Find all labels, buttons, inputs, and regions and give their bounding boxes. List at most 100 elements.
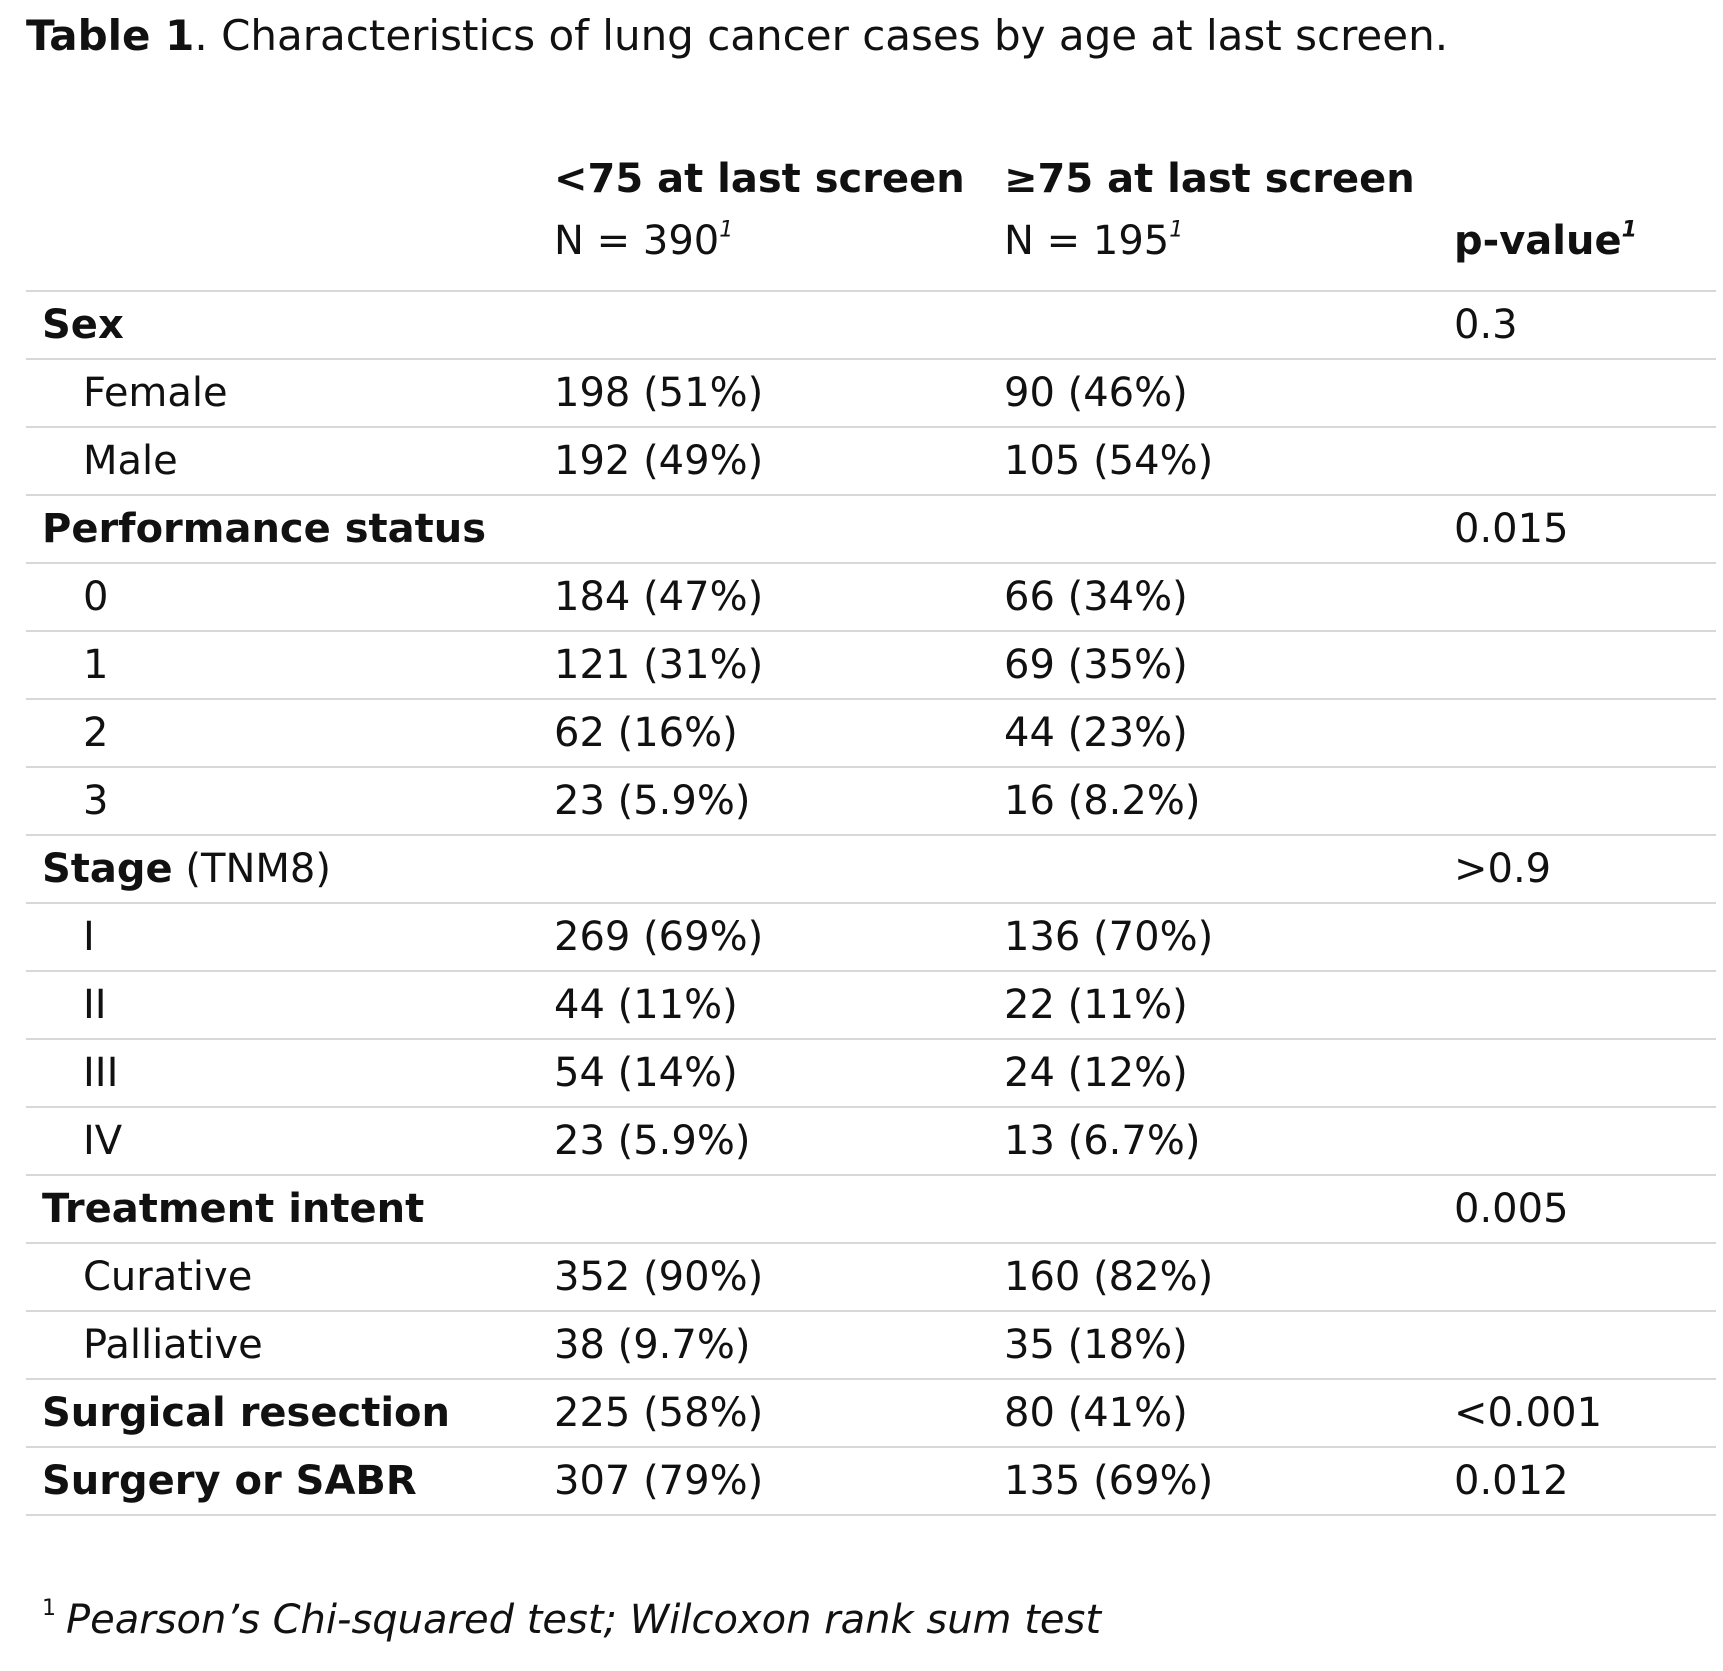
table-section-row: Performance status 0.015 xyxy=(26,496,1716,564)
group2-value: 66 (34%) xyxy=(1004,574,1188,620)
group1-title: <75 at last screen xyxy=(554,156,965,202)
row-label: 0 xyxy=(83,564,108,630)
pvalue-header-text: p-value xyxy=(1454,218,1622,264)
row-label: Stage (TNM8) xyxy=(42,836,331,902)
group1-value: 198 (51%) xyxy=(554,370,764,416)
table-row: I 269 (69%) 136 (70%) xyxy=(26,904,1716,972)
group1-value: 23 (5.9%) xyxy=(554,1118,751,1164)
table-row: Palliative 38 (9.7%) 35 (18%) xyxy=(26,1312,1716,1380)
row-label: 1 xyxy=(83,632,108,698)
pvalue: 0.012 xyxy=(1454,1458,1569,1504)
table-row: Female 198 (51%) 90 (46%) xyxy=(26,360,1716,428)
group1-n-footnote-marker: 1 xyxy=(719,217,734,243)
row-label-text: Performance status xyxy=(42,506,487,552)
table-row: IV 23 (5.9%) 13 (6.7%) xyxy=(26,1108,1716,1176)
table-row: Curative 352 (90%) 160 (82%) xyxy=(26,1244,1716,1312)
row-label-text: Stage xyxy=(42,846,173,892)
table-number: Table 1 xyxy=(26,11,195,60)
row-label: Performance status xyxy=(42,496,486,562)
table-body: Sex 0.3 Female 198 (51%) 90 (46%) Male 192 (49… xyxy=(26,292,1716,1516)
group2-value: 16 (8.2%) xyxy=(1004,778,1201,824)
row-label-text: 1 xyxy=(83,642,109,688)
table-row: Male 192 (49%) 105 (54%) xyxy=(26,428,1716,496)
group1-n-text: N = 390 xyxy=(554,218,720,264)
row-label: 3 xyxy=(83,768,108,834)
row-label-text: Male xyxy=(83,438,178,484)
group2-value: 24 (12%) xyxy=(1004,1050,1188,1096)
group2-value: 160 (82%) xyxy=(1004,1254,1214,1300)
group1-value: 54 (14%) xyxy=(554,1050,738,1096)
table-section-row: Treatment intent 0.005 xyxy=(26,1176,1716,1244)
row-label-text: III xyxy=(83,1050,119,1096)
group2-value: 90 (46%) xyxy=(1004,370,1188,416)
table-section-row: Sex 0.3 xyxy=(26,292,1716,360)
row-label: Palliative xyxy=(83,1312,263,1378)
group2-n: N = 1951 xyxy=(1004,212,1183,270)
group2-value: 69 (35%) xyxy=(1004,642,1188,688)
row-label-text: 0 xyxy=(83,574,109,620)
table-section-row: Surgical resection 225 (58%) 80 (41%) <0.00… xyxy=(26,1380,1716,1448)
table-row: III 54 (14%) 24 (12%) xyxy=(26,1040,1716,1108)
group1-value: 184 (47%) xyxy=(554,574,764,620)
group2-value: 105 (54%) xyxy=(1004,438,1214,484)
group2-value: 13 (6.7%) xyxy=(1004,1118,1201,1164)
table-row: 3 23 (5.9%) 16 (8.2%) xyxy=(26,768,1716,836)
row-label: Treatment intent xyxy=(42,1176,424,1242)
row-label-text: Curative xyxy=(83,1254,253,1300)
row-label-text: Treatment intent xyxy=(42,1186,425,1232)
group1-n: N = 3901 xyxy=(554,212,733,270)
row-label: Sex xyxy=(42,292,124,358)
pvalue: 0.3 xyxy=(1454,302,1518,348)
group1-value: 269 (69%) xyxy=(554,914,764,960)
table-caption: Table 1. Characteristics of lung cancer … xyxy=(26,8,1448,64)
table-row: 1 121 (31%) 69 (35%) xyxy=(26,632,1716,700)
table-caption-text: . Characteristics of lung cancer cases b… xyxy=(194,11,1449,60)
group2-value: 136 (70%) xyxy=(1004,914,1214,960)
row-label: Male xyxy=(83,428,178,494)
row-label-text: Palliative xyxy=(83,1322,263,1368)
row-label-text: 3 xyxy=(83,778,109,824)
row-label: I xyxy=(83,904,95,970)
group1-value: 352 (90%) xyxy=(554,1254,764,1300)
row-label-text: IV xyxy=(83,1118,123,1164)
row-label-text: I xyxy=(83,914,95,960)
pvalue: >0.9 xyxy=(1454,846,1552,892)
row-label-suffix: (TNM8) xyxy=(172,846,331,892)
group2-value: 44 (23%) xyxy=(1004,710,1188,756)
pvalue-footnote-marker: 1 xyxy=(1621,217,1637,243)
pvalue: <0.001 xyxy=(1454,1390,1603,1436)
row-label: Surgical resection xyxy=(42,1380,450,1446)
footnote-marker: 1 xyxy=(42,1596,56,1622)
group2-value: 135 (69%) xyxy=(1004,1458,1214,1504)
group1-value: 62 (16%) xyxy=(554,710,738,756)
row-label-text: Surgical resection xyxy=(42,1390,450,1436)
row-label: Curative xyxy=(83,1244,252,1310)
row-label-text: Female xyxy=(83,370,228,416)
pvalue: 0.015 xyxy=(1454,506,1569,552)
row-label: 2 xyxy=(83,700,108,766)
group2-value: 35 (18%) xyxy=(1004,1322,1188,1368)
group2-title: ≥75 at last screen xyxy=(1004,156,1415,202)
group2-value: 80 (41%) xyxy=(1004,1390,1188,1436)
row-label-text: 2 xyxy=(83,710,109,756)
characteristics-table: <75 at last screen N = 3901 ≥75 at last … xyxy=(26,150,1716,1516)
table-section-row: Stage (TNM8) >0.9 xyxy=(26,836,1716,904)
row-label: III xyxy=(83,1040,118,1106)
group1-value: 38 (9.7%) xyxy=(554,1322,751,1368)
table-header: <75 at last screen N = 3901 ≥75 at last … xyxy=(26,150,1716,292)
row-label-text: Surgery or SABR xyxy=(42,1458,417,1504)
table-footnote: 1 Pearson’s Chi-squared test; Wilcoxon ra… xyxy=(42,1590,1101,1650)
group2-value: 22 (11%) xyxy=(1004,982,1188,1028)
group1-value: 307 (79%) xyxy=(554,1458,764,1504)
table-row: II 44 (11%) 22 (11%) xyxy=(26,972,1716,1040)
row-label: IV xyxy=(83,1108,122,1174)
group1-value: 225 (58%) xyxy=(554,1390,764,1436)
footnote-text: Pearson’s Chi-squared test; Wilcoxon ran… xyxy=(66,1597,1102,1643)
pvalue-header: p-value1 xyxy=(1454,212,1637,270)
row-label: Female xyxy=(83,360,228,426)
group2-n-footnote-marker: 1 xyxy=(1169,217,1184,243)
row-label: II xyxy=(83,972,107,1038)
group2-n-text: N = 195 xyxy=(1004,218,1170,264)
table-row: 2 62 (16%) 44 (23%) xyxy=(26,700,1716,768)
row-label-text: II xyxy=(83,982,107,1028)
